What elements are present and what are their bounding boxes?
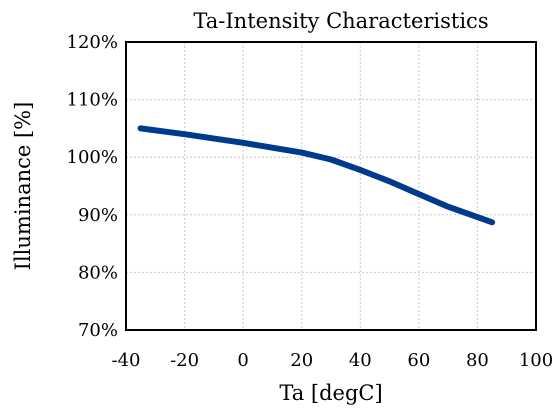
series-layer [137,125,496,226]
y-tick-label: 70% [78,320,118,341]
plot-area-frame [125,41,537,331]
y-tick-label: 110% [67,90,118,111]
x-tick-label: 20 [290,350,313,371]
chart-title: Ta-Intensity Characteristics [193,9,488,33]
x-tick-label: -20 [170,350,199,371]
y-axis-title: Illuminance [%] [11,102,35,271]
x-tick-label: -40 [112,350,141,371]
x-tick-label: 100 [519,350,553,371]
y-tick-label: 120% [67,32,118,53]
grid-lines [125,41,537,331]
x-tick-label: 40 [349,350,372,371]
x-tick-label: 80 [466,350,489,371]
series-line [137,125,496,226]
x-tick-labels: -40 -20 0 20 40 60 80 100 [112,350,554,371]
y-tick-labels: 70% 80% 90% 100% 110% 120% [67,32,118,341]
x-axis-title: Ta [degC] [279,381,382,405]
y-tick-label: 80% [78,262,118,283]
y-tick-label: 90% [78,205,118,226]
x-tick-label: 60 [407,350,430,371]
x-tick-label: 0 [237,350,248,371]
y-tick-label: 100% [67,147,118,168]
